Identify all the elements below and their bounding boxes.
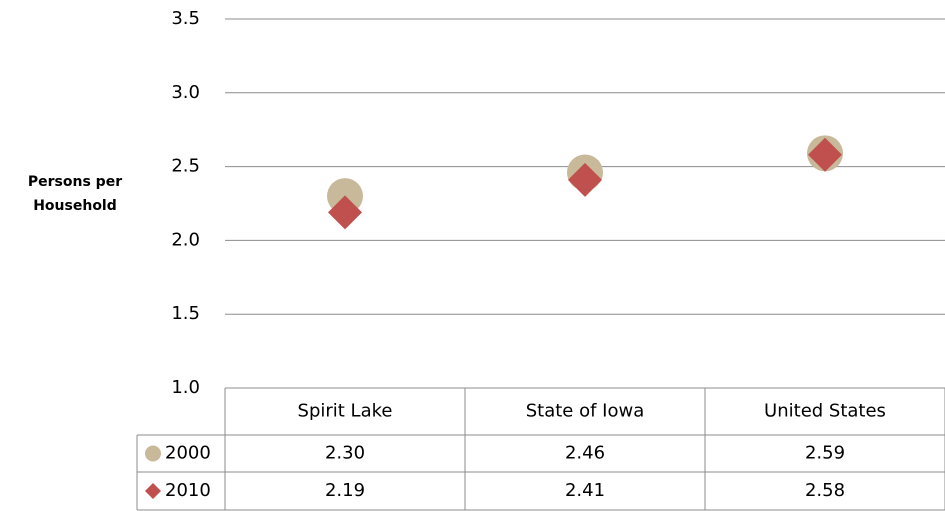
x-tick-label: State of Iowa xyxy=(526,401,645,422)
table-value: 2.30 xyxy=(325,443,365,464)
y-tick-label: 3.0 xyxy=(171,82,200,103)
table-value: 2.46 xyxy=(565,443,605,464)
y-tick-label: 2.5 xyxy=(171,156,200,177)
legend-marker xyxy=(145,483,161,499)
y-tick-label: 1.5 xyxy=(171,303,200,324)
y-tick-label: 2.0 xyxy=(171,229,200,250)
x-tick-label: Spirit Lake xyxy=(298,401,393,422)
table-value: 2.19 xyxy=(325,480,365,501)
marker xyxy=(328,195,362,230)
y-axis-label: Persons per Household xyxy=(27,174,123,214)
legend-label: 2000 xyxy=(165,443,211,464)
x-tick-label: United States xyxy=(764,401,886,422)
table-value: 2.58 xyxy=(805,480,845,501)
legend-label: 2010 xyxy=(165,480,211,501)
marker xyxy=(568,162,602,197)
y-tick-label: 1.0 xyxy=(171,377,200,398)
table-value: 2.41 xyxy=(565,480,605,501)
y-tick-label: 3.5 xyxy=(171,8,200,29)
table-value: 2.59 xyxy=(805,443,845,464)
legend-marker xyxy=(145,445,161,462)
marker xyxy=(808,137,842,172)
